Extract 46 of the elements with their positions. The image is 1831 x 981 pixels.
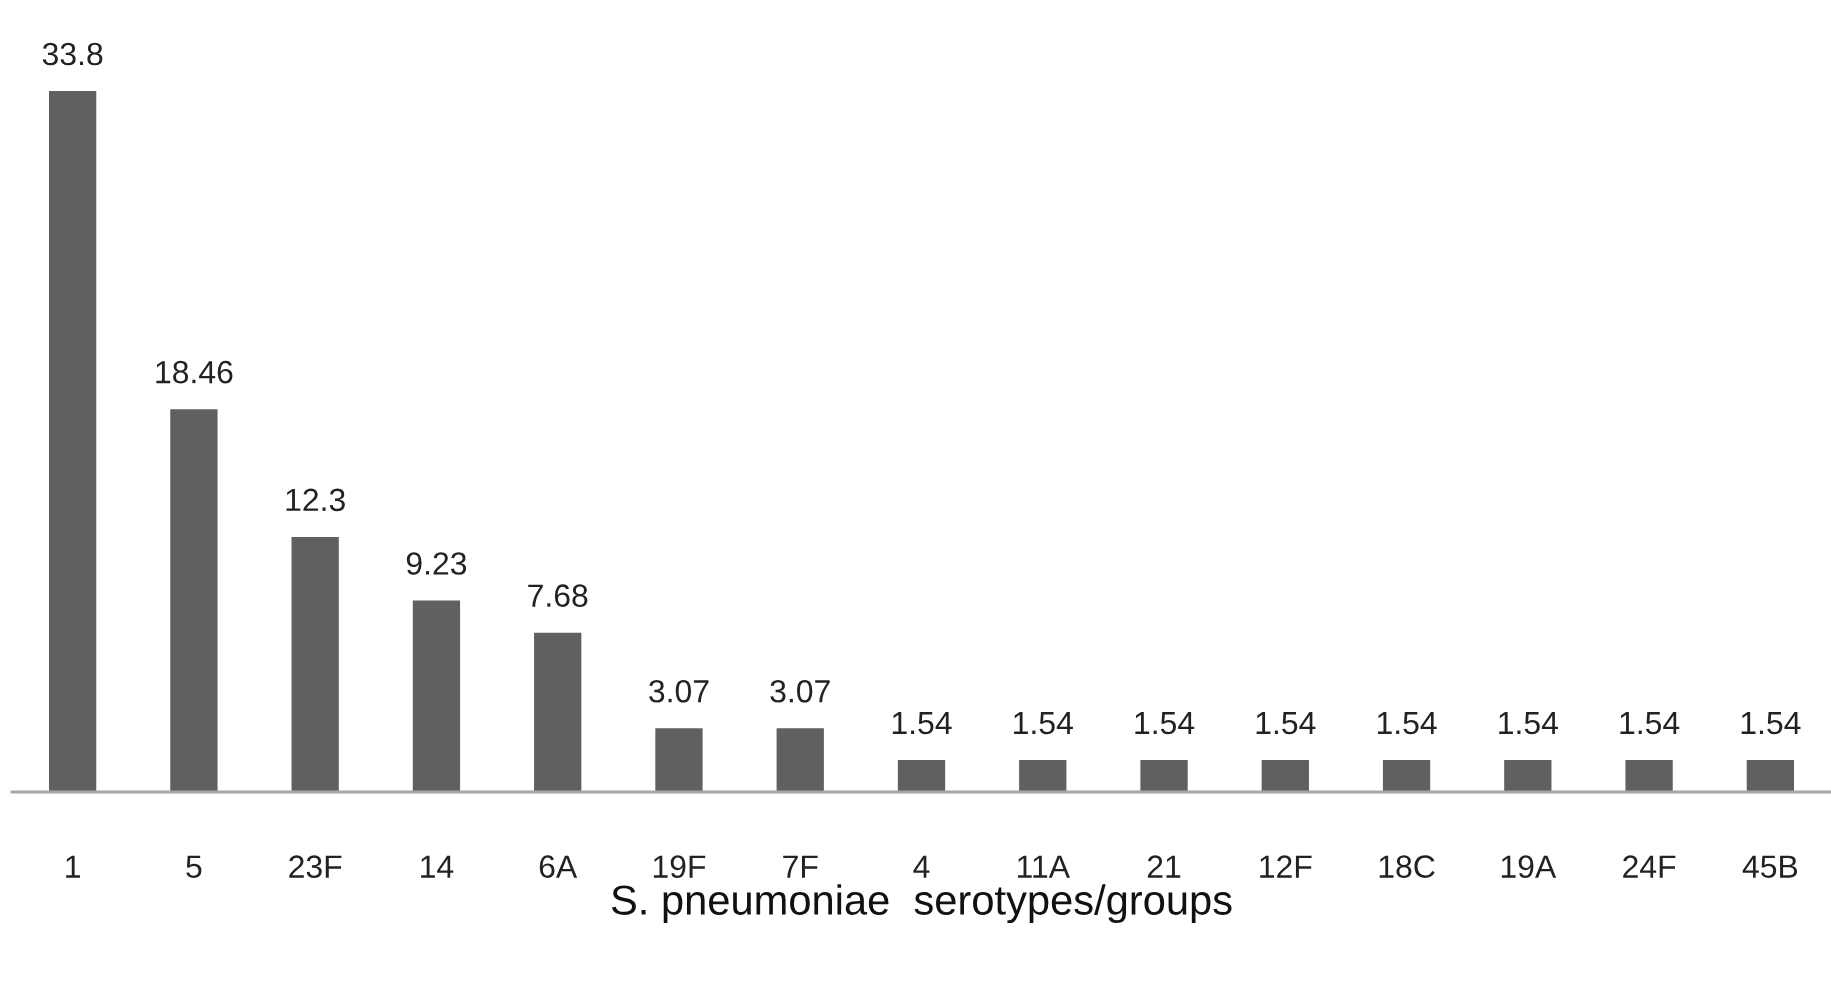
bar: [1382, 760, 1431, 792]
data-label: 1.54: [892, 712, 952, 735]
x-tick-label: 7F: [783, 855, 818, 878]
x-tick-label: 11A: [1017, 855, 1070, 878]
bar: [1140, 760, 1188, 792]
bar: [1625, 760, 1673, 792]
data-label: 1.54: [1620, 712, 1680, 735]
x-tick-label: 18C: [1379, 855, 1435, 878]
bar: [1504, 760, 1552, 792]
x-tick-label: 14: [421, 855, 454, 878]
data-label: 7.68: [528, 584, 588, 607]
data-label: 9.23: [406, 552, 467, 575]
x-tick-label: 12F: [1260, 855, 1312, 878]
bar: [170, 409, 218, 792]
x-tick-label: 19A: [1501, 855, 1557, 878]
bar: [1746, 760, 1795, 792]
x-tick-label: 45B: [1742, 855, 1798, 878]
data-label: 1.54: [1377, 712, 1437, 735]
data-label: 1.54: [1499, 712, 1558, 735]
bar: [655, 728, 703, 792]
bar: [897, 760, 946, 792]
x-tick-label: 6A: [539, 855, 578, 878]
x-tick-label: 21: [1147, 855, 1181, 878]
data-label: 3.07: [649, 679, 709, 703]
data-label: 12.3: [286, 488, 345, 512]
x-tick-label: 1: [66, 855, 80, 878]
x-tick-label: 24F: [1623, 855, 1676, 878]
x-tick-label: 5: [186, 855, 202, 878]
x-axis-title: S. pneumoniae serotypes/groups: [611, 884, 1232, 924]
bar: [534, 632, 582, 792]
bar: [1261, 760, 1309, 792]
data-label: 3.07: [770, 679, 830, 703]
data-label: 18.46: [156, 360, 233, 384]
data-label: 1.54: [1135, 712, 1195, 735]
x-tick-label: 4: [913, 855, 930, 878]
bar: [1019, 760, 1067, 792]
data-label: 1.54: [1741, 712, 1801, 735]
x-tick-label: 19F: [653, 855, 706, 878]
data-label: 33.8: [42, 42, 103, 66]
bar: [412, 600, 461, 792]
bar: [776, 728, 824, 792]
x-tick-label: 23F: [289, 855, 342, 878]
bar: [48, 91, 97, 792]
data-label: 1.54: [1014, 712, 1073, 735]
bar: [291, 536, 339, 792]
data-label: 1.54: [1256, 712, 1316, 735]
